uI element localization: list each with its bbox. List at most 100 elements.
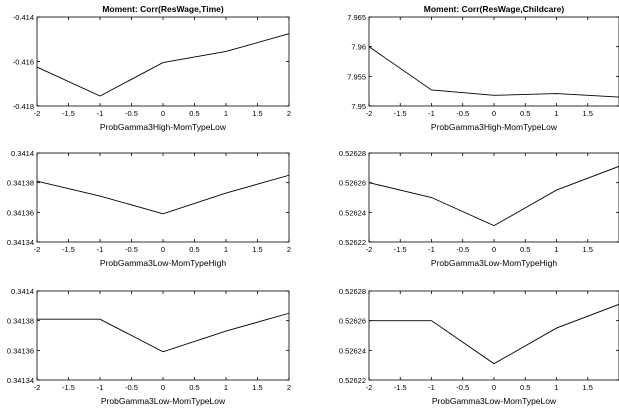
plot-frame — [36, 152, 290, 243]
x-tick-label: -1.5 — [62, 109, 75, 118]
chart-panel-1: Moment: Corr(ResWage,Time) -2 -1.5 -1 -0.5 0 0… — [13, 4, 291, 132]
x-tick-label: 1.5 — [583, 383, 593, 392]
series-line — [368, 46, 619, 98]
y-tick-label: 7.95 — [351, 102, 366, 111]
x-tick-label: 0 — [161, 383, 165, 392]
x-tick-label: 1.5 — [252, 109, 262, 118]
x-tick-label: -0.5 — [456, 245, 469, 254]
x-axis-label: ProbGamma3High-MomTypeLow — [100, 122, 227, 132]
x-tick-label: 1.5 — [252, 383, 262, 392]
x-tick-label: 1.5 — [252, 245, 262, 254]
x-tick-label: -0.5 — [456, 383, 469, 392]
x-tick-label: -2 — [366, 109, 373, 118]
x-tick-label: 0.5 — [520, 245, 530, 254]
y-tick-label: 0.52622 — [339, 238, 366, 247]
y-tick-label: 0.3414 — [11, 287, 34, 296]
series-line — [369, 303, 619, 365]
y-tick-label: 0.52624 — [339, 346, 366, 355]
y-tick-label: 0.3414 — [11, 149, 34, 158]
x-tick-label: 2 — [287, 109, 291, 118]
x-tick-label: -1.5 — [62, 245, 75, 254]
y-tick-label: 0.52626 — [339, 317, 366, 326]
x-tick-label: -2 — [34, 245, 41, 254]
x-tick-label: -1.5 — [394, 109, 407, 118]
y-tick-label: 0.34136 — [7, 346, 34, 355]
x-tick-label: -2 — [366, 383, 373, 392]
y-tick-label: -0.416 — [13, 58, 34, 67]
x-tick-label: 2 — [287, 383, 291, 392]
x-tick-label: 0 — [161, 245, 165, 254]
y-tick-label: -0.418 — [13, 102, 34, 111]
x-axis-label: ProbGamma3High-MomTypeLow — [431, 122, 558, 132]
plot-frame — [368, 290, 619, 381]
x-tick-label: 0.5 — [189, 109, 199, 118]
y-tick-label: 7.965 — [347, 13, 366, 22]
x-tick-label: 1.5 — [583, 245, 593, 254]
series-line — [368, 165, 619, 227]
x-tick-label: -1.5 — [394, 245, 407, 254]
y-tick-label: 0.52622 — [339, 376, 366, 385]
y-tick-label: 0.52624 — [339, 208, 366, 217]
x-axis-label: ProbGamma3Low-MomTypeLow — [101, 396, 226, 406]
y-tick-label: 0.52628 — [339, 287, 366, 296]
x-tick-label: 0.5 — [520, 109, 530, 118]
y-tick-label: 7.96 — [351, 43, 366, 52]
y-tick-label: 0.52628 — [339, 149, 366, 158]
x-tick-label: -1 — [428, 245, 435, 254]
series-line — [37, 312, 290, 353]
plot-frame — [36, 16, 290, 107]
plot-frame — [368, 152, 619, 243]
x-tick-label: 0 — [492, 245, 496, 254]
x-axis-label: ProbGamma3Low-MomTypeHigh — [100, 258, 226, 268]
x-tick-label: -1 — [97, 383, 104, 392]
x-tick-label: 1 — [224, 109, 228, 118]
x-tick-label: 0 — [492, 109, 496, 118]
x-tick-label: 0 — [161, 109, 165, 118]
x-tick-label: 1 — [554, 383, 558, 392]
x-tick-label: -1.5 — [62, 383, 75, 392]
x-tick-label: -0.5 — [456, 109, 469, 118]
chart-panel-2: Moment: Corr(ResWage,Childcare) -2 -1.5 -1 -… — [347, 4, 619, 132]
x-tick-label: -1 — [97, 245, 104, 254]
x-tick-label: -0.5 — [125, 109, 138, 118]
chart-panel-5: -2 -1.5 -1 -0.5 0 0.5 1 1.5 2 0.3414 0.34138 0.3413… — [7, 287, 291, 406]
y-tick-label: -0.414 — [13, 13, 34, 22]
chart-title: Moment: Corr(ResWage,Time) — [102, 4, 224, 14]
y-tick-label: 0.52626 — [339, 179, 366, 188]
chart-panel-3: -2 -1.5 -1 -0.5 0 0.5 1 1.5 2 0.3414 0.34138 0.3413… — [7, 149, 291, 268]
y-tick-label: 0.34136 — [7, 208, 34, 217]
chart-panel-4: -2 -1.5 -1 -0.5 0 0.5 1 1.5 0.52628 0.52626 0.5262… — [339, 149, 619, 268]
x-axis-label: ProbGamma3Low-MomTypeHigh — [431, 258, 557, 268]
x-tick-label: -2 — [34, 109, 41, 118]
chart-title: Moment: Corr(ResWage,Childcare) — [424, 4, 565, 14]
x-tick-label: 2 — [287, 245, 291, 254]
x-axis-label: ProbGamma3Low-MomTypeLow — [432, 396, 557, 406]
x-tick-label: -0.5 — [125, 383, 138, 392]
plot-frame — [36, 290, 290, 381]
x-tick-label: 1 — [554, 245, 558, 254]
y-tick-label: 0.34134 — [7, 238, 34, 247]
x-tick-label: -0.5 — [125, 245, 138, 254]
x-tick-label: 0.5 — [189, 383, 199, 392]
series-line — [36, 33, 290, 97]
y-tick-label: 0.34138 — [7, 179, 34, 188]
x-tick-label: -2 — [366, 245, 373, 254]
x-tick-label: 1.5 — [583, 109, 593, 118]
x-tick-label: -1 — [97, 109, 104, 118]
y-tick-label: 0.34134 — [7, 376, 34, 385]
chart-panel-6: -2 -1.5 -1 -0.5 0 0.5 1 1.5 0.52628 0.52626 0.5262… — [339, 287, 619, 406]
x-tick-label: -1.5 — [394, 383, 407, 392]
plot-frame — [368, 16, 619, 107]
series-line — [36, 174, 290, 215]
x-tick-label: -2 — [34, 383, 41, 392]
x-tick-label: 1 — [554, 109, 558, 118]
x-tick-label: 0 — [492, 383, 496, 392]
x-tick-label: -1 — [428, 383, 435, 392]
x-tick-label: 0.5 — [520, 383, 530, 392]
y-tick-label: 7.955 — [347, 72, 366, 81]
x-tick-label: 0.5 — [189, 245, 199, 254]
x-tick-label: 1 — [224, 245, 228, 254]
x-tick-label: -1 — [428, 109, 435, 118]
